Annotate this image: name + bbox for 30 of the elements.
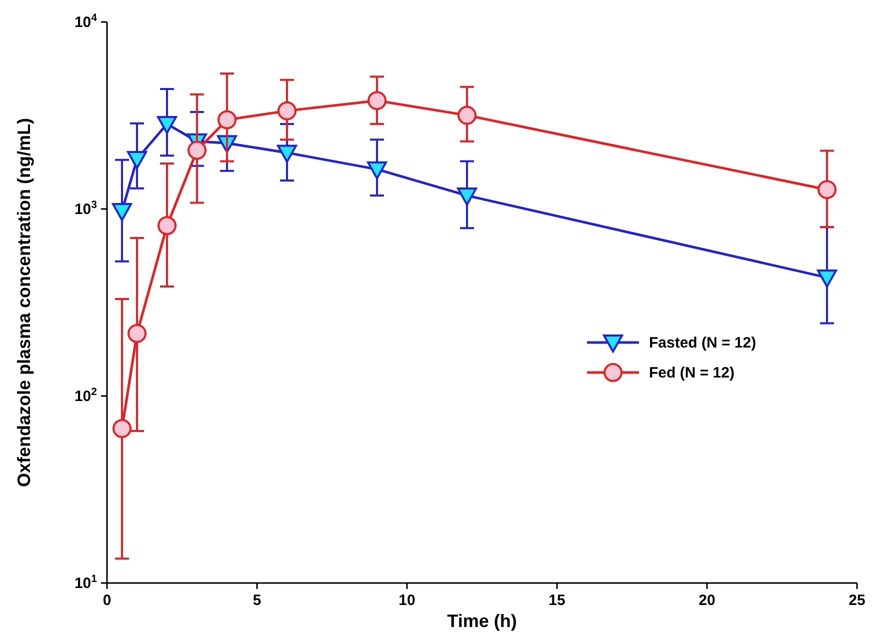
point — [158, 216, 176, 236]
x-tick-label: 5 — [252, 592, 262, 609]
point — [218, 110, 236, 130]
x-tick-label: 25 — [848, 592, 866, 609]
y-axis-title: Oxfendazole plasma concentration (ng/mL) — [14, 118, 34, 488]
point — [278, 101, 296, 120]
point — [127, 151, 147, 170]
point — [457, 188, 477, 206]
point — [112, 419, 132, 438]
point — [367, 161, 387, 180]
point — [458, 106, 476, 125]
y-tick-label: 10$^{3}$ — [74, 199, 98, 218]
point — [157, 116, 177, 134]
y-tick-label: 10$^{2}$ — [74, 386, 98, 405]
point — [368, 91, 386, 110]
point — [128, 324, 146, 343]
y-tick-label: 10$^{1}$ — [74, 573, 98, 592]
point — [188, 140, 206, 160]
x-tick-label: 0 — [102, 592, 112, 609]
point — [277, 144, 297, 163]
x-tick-label: 15 — [548, 592, 566, 609]
legend-label: Fed (N = 12) — [649, 364, 734, 382]
x-tick-label: 10 — [398, 592, 416, 609]
y-tick-label: 10$^{4}$ — [74, 12, 98, 31]
x-tick-label: 20 — [698, 592, 716, 609]
point — [817, 270, 837, 288]
legend-label: Fasted (N = 12) — [649, 334, 756, 352]
x-axis-title: Time (h) — [447, 611, 517, 631]
point — [112, 203, 132, 222]
point — [818, 180, 836, 200]
